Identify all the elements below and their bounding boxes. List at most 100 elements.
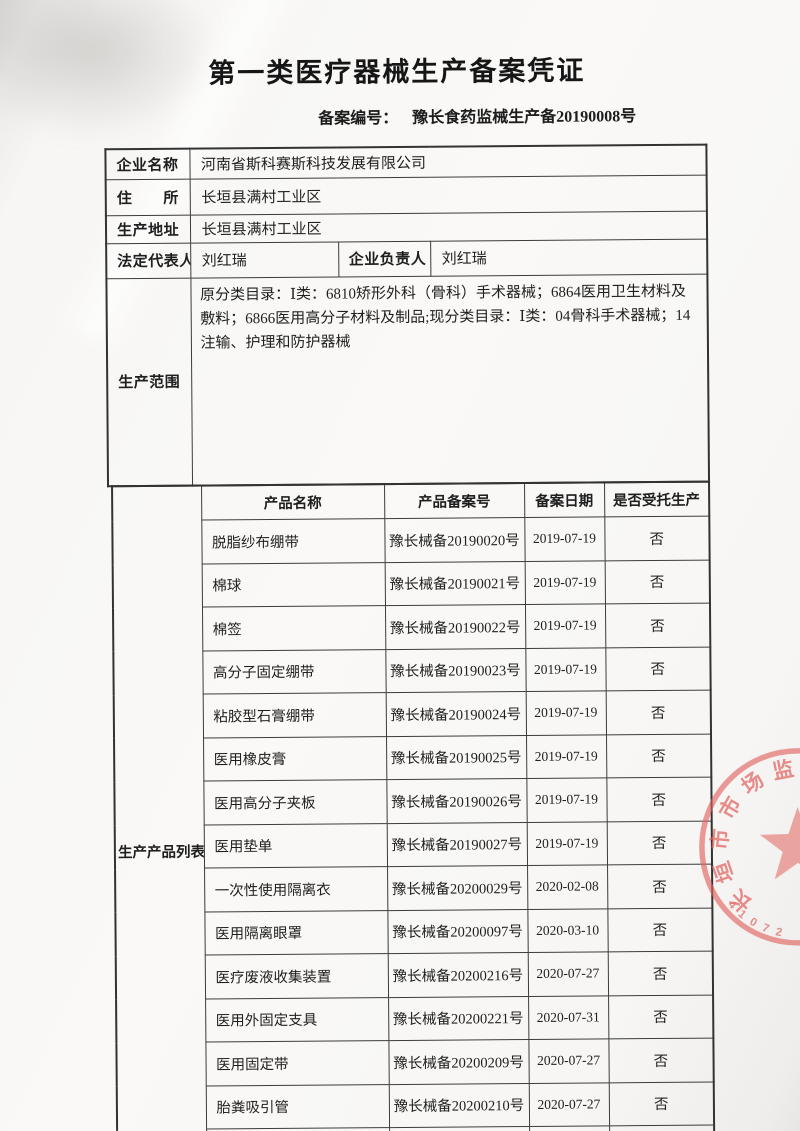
product-filing-date-cell: 2019-07-19 <box>524 603 606 649</box>
product-table-row: 一次性使用隔离衣 豫长械备20200029号 2020-02-08 否 <box>115 864 713 912</box>
product-table-row: 粘胶型石膏绷带 豫长械备20190024号 2019-07-19 否 <box>114 690 712 738</box>
product-name-cell: 一次性使用隔离衣 <box>204 866 388 912</box>
production-scope-label: 生产范围 <box>106 277 193 487</box>
product-table-header-row: 生产产品列表 产品名称 产品备案号 备案日期 是否受托生产 <box>112 481 710 1131</box>
seal-outer-ring <box>699 748 800 946</box>
company-name-row: 企业名称 河南省斯科赛斯科技发展有限公司 <box>105 144 707 180</box>
product-table-row: 医用垫单 豫长械备20190027号 2019-07-19 否 <box>115 820 713 869</box>
product-name-cell: 医用高分子夹板 <box>203 779 387 825</box>
product-entrusted-cell: 否 <box>608 1038 714 1083</box>
seal-code-digits: 410 7 2 <box>725 899 783 940</box>
production-address-label: 生产地址 <box>105 214 191 244</box>
product-table-row: 高分子固定绷带 豫长械备20190023号 2019-07-19 否 <box>113 646 711 695</box>
product-registration-number-cell: 豫长械备20200211号 <box>389 1126 530 1131</box>
legal-representative-value: 刘红瑞 <box>190 241 339 278</box>
product-filing-date-cell: 2019-07-19 <box>526 734 607 779</box>
product-list-table: 生产产品列表 产品名称 产品备案号 备案日期 是否受托生产 脱脂纱布绷带 豫长械… <box>111 480 716 1131</box>
product-name-cell: 脱脂纱布绷带 <box>201 518 385 564</box>
residence-value: 长垣县满村工业区 <box>189 174 707 215</box>
product-registration-number-cell: 豫长械备20190020号 <box>384 517 525 563</box>
legal-representative-label: 法定代表人 <box>106 242 191 279</box>
company-name-value: 河南省斯科赛斯科技发展有限公司 <box>189 144 707 179</box>
product-filing-date-cell: 2019-07-19 <box>524 560 605 605</box>
product-name-cell: 医用外固定支具 <box>205 997 389 1043</box>
production-scope-value: 原分类目录：Ⅰ类：6810矫形外科（骨科）手术器械；6864医用卫生材料及敷料；… <box>190 273 710 486</box>
product-name-cell: 医用垫单 <box>203 823 388 869</box>
product-entrusted-cell: 否 <box>608 1081 715 1126</box>
product-registration-number-cell: 豫长械备20190021号 <box>384 561 525 606</box>
product-registration-number-cell: 豫长械备20190025号 <box>386 735 527 780</box>
legal-representative-row: 法定代表人 刘红瑞 企业负责人 刘红瑞 <box>106 238 708 279</box>
svg-text:1: 1 <box>736 908 749 922</box>
product-filing-date-cell: 2020-07-27 <box>529 1125 610 1131</box>
product-table-row: 棉签 豫长械备20190022号 2019-07-19 否 <box>113 603 711 651</box>
product-entrusted-cell: 否 <box>605 690 712 735</box>
product-registration-number-cell: 豫长械备20200216号 <box>387 952 529 998</box>
product-table-row: 医用高分子夹板 豫长械备20190026号 2019-07-19 否 <box>114 777 712 825</box>
svg-text:监: 监 <box>770 757 795 785</box>
seal-agency-arc-text: 长垣市市场监督管理局 <box>707 757 795 916</box>
product-entrusted-cell: 否 <box>604 603 711 648</box>
product-filing-date-cell: 2019-07-19 <box>524 516 605 562</box>
document-title: 第一类医疗器械生产备案凭证 <box>208 55 586 89</box>
product-entrusted-cell: 否 <box>609 1125 715 1131</box>
company-name-label: 企业名称 <box>105 148 190 180</box>
svg-text:市: 市 <box>715 793 746 823</box>
product-entrusted-cell: 否 <box>606 733 712 778</box>
product-table-rows: 生产产品列表 产品名称 产品备案号 备案日期 是否受托生产 脱脂纱布绷带 豫长械… <box>112 481 715 1131</box>
seal-star-icon <box>759 806 800 880</box>
product-name-cell: 医用固定带 <box>205 1040 389 1086</box>
product-name-cell: 胎粪吸引管 <box>205 1084 390 1130</box>
product-entrusted-cell: 否 <box>606 820 713 865</box>
product-registration-number-cell: 豫长械备20190024号 <box>385 691 527 737</box>
filing-number-line: 备案编号： 豫长食药监械生产备20190008号 <box>318 102 636 128</box>
product-name-cell: 医用隔离鞋套 <box>206 1127 390 1131</box>
product-registration-number-cell: 豫长械备20200029号 <box>387 865 528 911</box>
product-registration-number-cell: 豫长械备20190023号 <box>385 648 526 693</box>
production-address-value: 长垣县满村工业区 <box>189 210 708 243</box>
product-entrusted-cell: 否 <box>604 516 710 561</box>
product-registration-number-cell: 豫长械备20200221号 <box>388 996 529 1041</box>
product-table-row: 医用橡皮膏 豫长械备20190025号 2019-07-19 否 <box>114 733 712 782</box>
product-entrusted-cell: 否 <box>606 777 712 822</box>
product-table-row: 医用隔离眼罩 豫长械备20200097号 2020-03-10 否 <box>115 907 713 956</box>
product-name-cell: 医用橡皮膏 <box>203 736 387 782</box>
product-filing-date-cell: 2019-07-19 <box>526 821 608 866</box>
product-name-cell: 粘胶型石膏绷带 <box>202 692 387 738</box>
product-registration-number-cell: 豫长械备20200097号 <box>387 909 528 954</box>
product-name-cell: 棉签 <box>201 605 386 651</box>
product-name-cell: 棉球 <box>201 562 385 608</box>
product-table-row: 医用外固定支具 豫长械备20200221号 2020-07-31 否 <box>116 994 714 1043</box>
residence-label: 住 所 <box>105 178 190 216</box>
product-filing-date-cell: 2020-03-10 <box>527 908 608 953</box>
product-registration-number-cell: 豫长械备20190027号 <box>386 822 528 867</box>
product-entrusted-cell: 否 <box>607 907 713 952</box>
product-table-row: 棉球 豫长械备20190021号 2019-07-19 否 <box>113 559 710 608</box>
product-filing-date-cell: 2020-07-31 <box>528 995 609 1040</box>
product-entrusted-cell: 否 <box>608 994 714 1039</box>
product-entrusted-cell: 否 <box>605 646 711 691</box>
product-filing-date-cell: 2020-07-27 <box>528 1082 610 1127</box>
product-registration-number-cell: 豫长械备20190022号 <box>384 604 526 650</box>
residence-row: 住 所 长垣县满村工业区 <box>105 174 707 216</box>
product-registration-number-cell: 豫长械备20200209号 <box>388 1039 529 1085</box>
filing-number-value: 豫长食药监械生产备20190008号 <box>412 108 637 127</box>
product-table-row: 脱脂纱布绷带 豫长械备20190020号 2019-07-19 否 <box>112 516 710 564</box>
product-table-row: 胎粪吸引管 豫长械备20200210号 2020-07-27 否 <box>117 1081 715 1130</box>
product-filing-date-cell: 2020-07-27 <box>527 951 609 997</box>
product-filing-date-cell: 2019-07-19 <box>525 647 606 692</box>
production-scope-row: 生产范围 原分类目录：Ⅰ类：6810矫形外科（骨科）手术器械；6864医用卫生材… <box>106 273 710 487</box>
svg-text:0: 0 <box>747 916 759 930</box>
enterprise-head-label: 企业负责人 <box>338 240 431 277</box>
product-name-cell: 医用隔离眼罩 <box>204 910 388 956</box>
product-table-row: 医用固定带 豫长械备20200209号 2020-07-27 否 <box>116 1038 714 1086</box>
column-header-entrusted: 是否受托生产 <box>604 481 710 517</box>
product-entrusted-cell: 否 <box>607 951 714 996</box>
column-header-product-name: 产品名称 <box>201 484 385 521</box>
svg-text:7: 7 <box>760 922 770 936</box>
product-filing-date-cell: 2020-02-08 <box>527 864 608 910</box>
svg-text:场: 场 <box>738 768 768 799</box>
product-table-row: 医疗废液收集装置 豫长械备20200216号 2020-07-27 否 <box>116 951 714 999</box>
